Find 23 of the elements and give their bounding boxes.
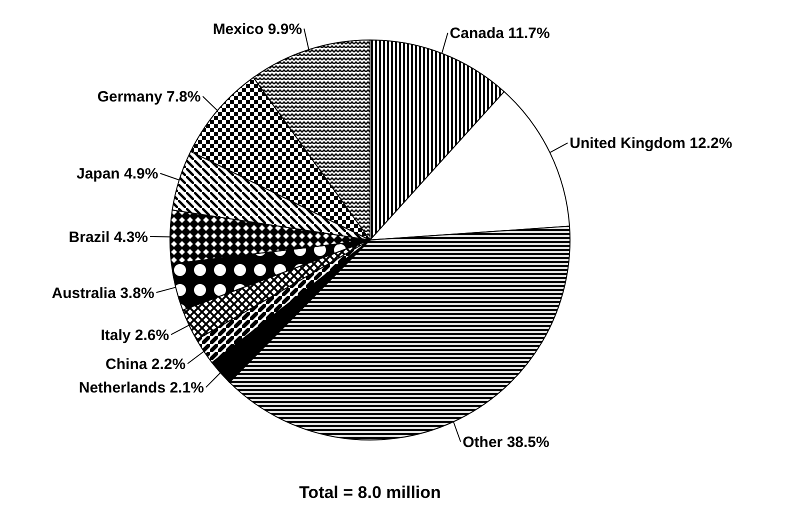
data-label: 4.9% [124,166,158,183]
slice-label: Brazil [68,228,110,246]
text: Total = 8.0 million [299,483,441,502]
data-label: 9.9% [268,20,302,38]
data-label: 7.8% [166,88,201,106]
slice-label: Mexico [212,20,264,38]
slice-label: United Kingdom [570,135,686,152]
data-label: 2.2% [151,356,186,373]
slice-label: Japan [76,166,120,183]
slice-label: Germany [97,88,162,106]
slice-label: China [106,356,148,373]
slice-label: Other [462,434,503,452]
data-label: 4.3% [114,228,148,246]
data-label: 11.7% [508,25,550,42]
slice-label: Australia [52,284,116,302]
data-label: 2.1% [170,380,204,397]
data-label: 2.6% [134,326,170,344]
slice-label: Netherlands [78,380,166,397]
slice-label: Canada [450,25,504,42]
data-label: 12.2% [690,135,732,152]
slice-label: Italy [100,326,131,344]
data-label: 3.8% [120,284,154,302]
data-label: 38.5% [506,434,550,452]
